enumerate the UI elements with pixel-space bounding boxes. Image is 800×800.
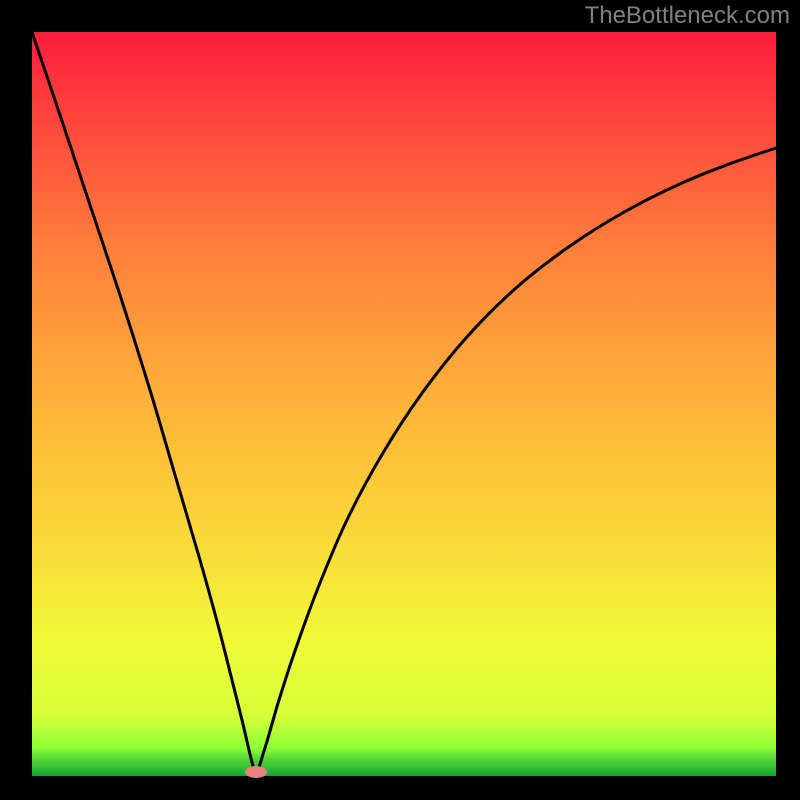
bottleneck-chart: TheBottleneck.com <box>0 0 800 800</box>
curve-right-branch <box>256 148 776 776</box>
curve-left-branch <box>32 32 256 776</box>
curve-overlay <box>0 0 800 800</box>
watermark-text: TheBottleneck.com <box>585 2 790 30</box>
min-marker <box>245 766 267 778</box>
